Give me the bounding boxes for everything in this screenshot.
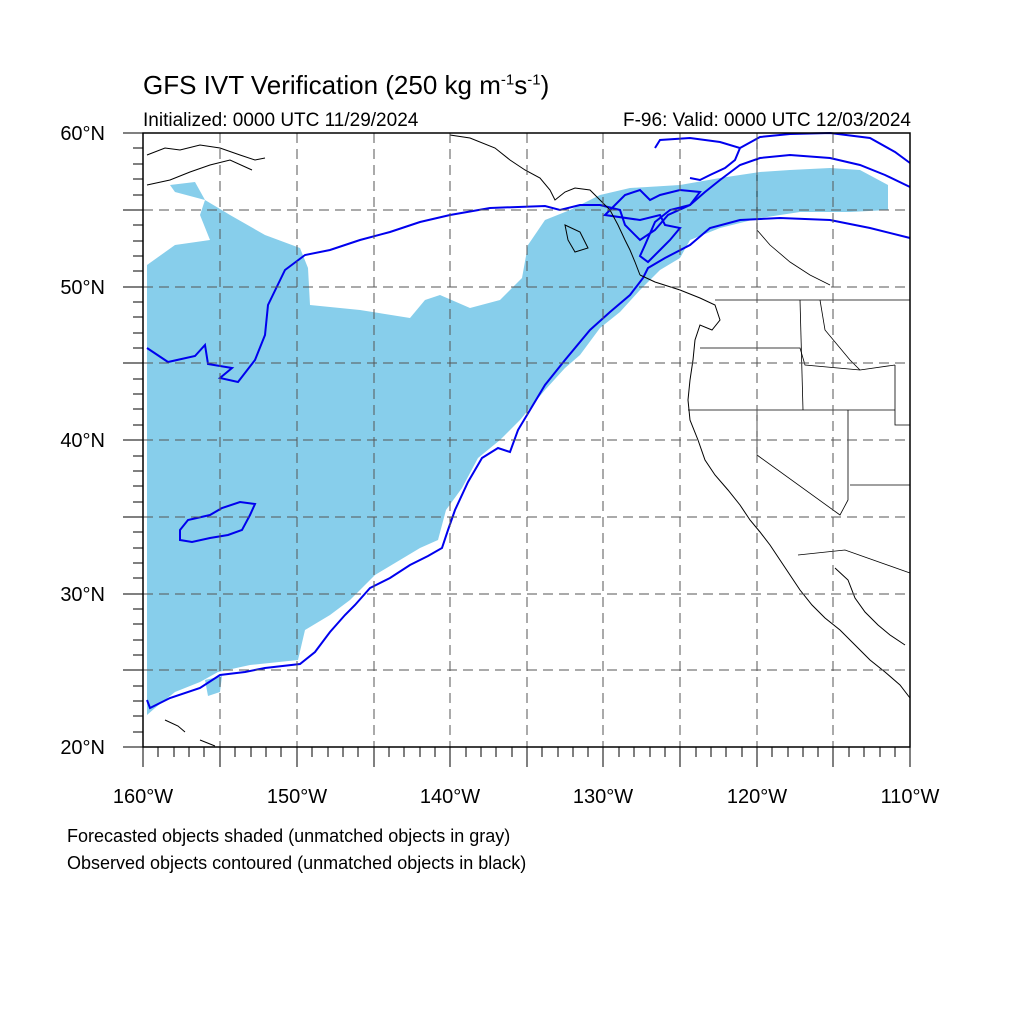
graticule — [143, 133, 910, 747]
lat-label-50n: 50°N — [60, 277, 105, 299]
coastlines — [146, 134, 911, 747]
lat-label-30n: 30°N — [60, 584, 105, 606]
lon-label-160w: 160°W — [112, 786, 174, 808]
observed-ivt-contour-gulf — [602, 188, 702, 264]
axis-ticks — [123, 132, 911, 767]
forecast-ivt-object — [147, 168, 888, 715]
observed-ivt-contour-subtropical — [179, 500, 257, 544]
lat-label-40n: 40°N — [60, 430, 105, 452]
map-title: GFS IVT Verification (250 kg m-1s-1) — [143, 70, 550, 100]
footnote-forecast: Forecasted objects shaded (unmatched obj… — [67, 826, 511, 846]
init-time-label: Initialized: 0000 UTC 11/29/2024 — [143, 110, 419, 131]
observed-ivt-contour-west — [146, 153, 911, 384]
lon-label-110w: 110°W — [880, 786, 940, 808]
lon-label-130w: 130°W — [572, 786, 634, 808]
footnote-observed: Observed objects contoured (unmatched ob… — [67, 853, 527, 873]
valid-time-label: F-96: Valid: 0000 UTC 12/03/2024 — [623, 110, 911, 131]
state-borders — [688, 135, 911, 574]
lon-label-140w: 140°W — [419, 786, 481, 808]
lat-label-60n: 60°N — [60, 123, 105, 145]
observed-ivt-contour-main — [146, 216, 911, 710]
lon-label-120w: 120°W — [726, 786, 788, 808]
lat-label-20n: 20°N — [60, 737, 105, 759]
lon-label-150w: 150°W — [266, 786, 328, 808]
